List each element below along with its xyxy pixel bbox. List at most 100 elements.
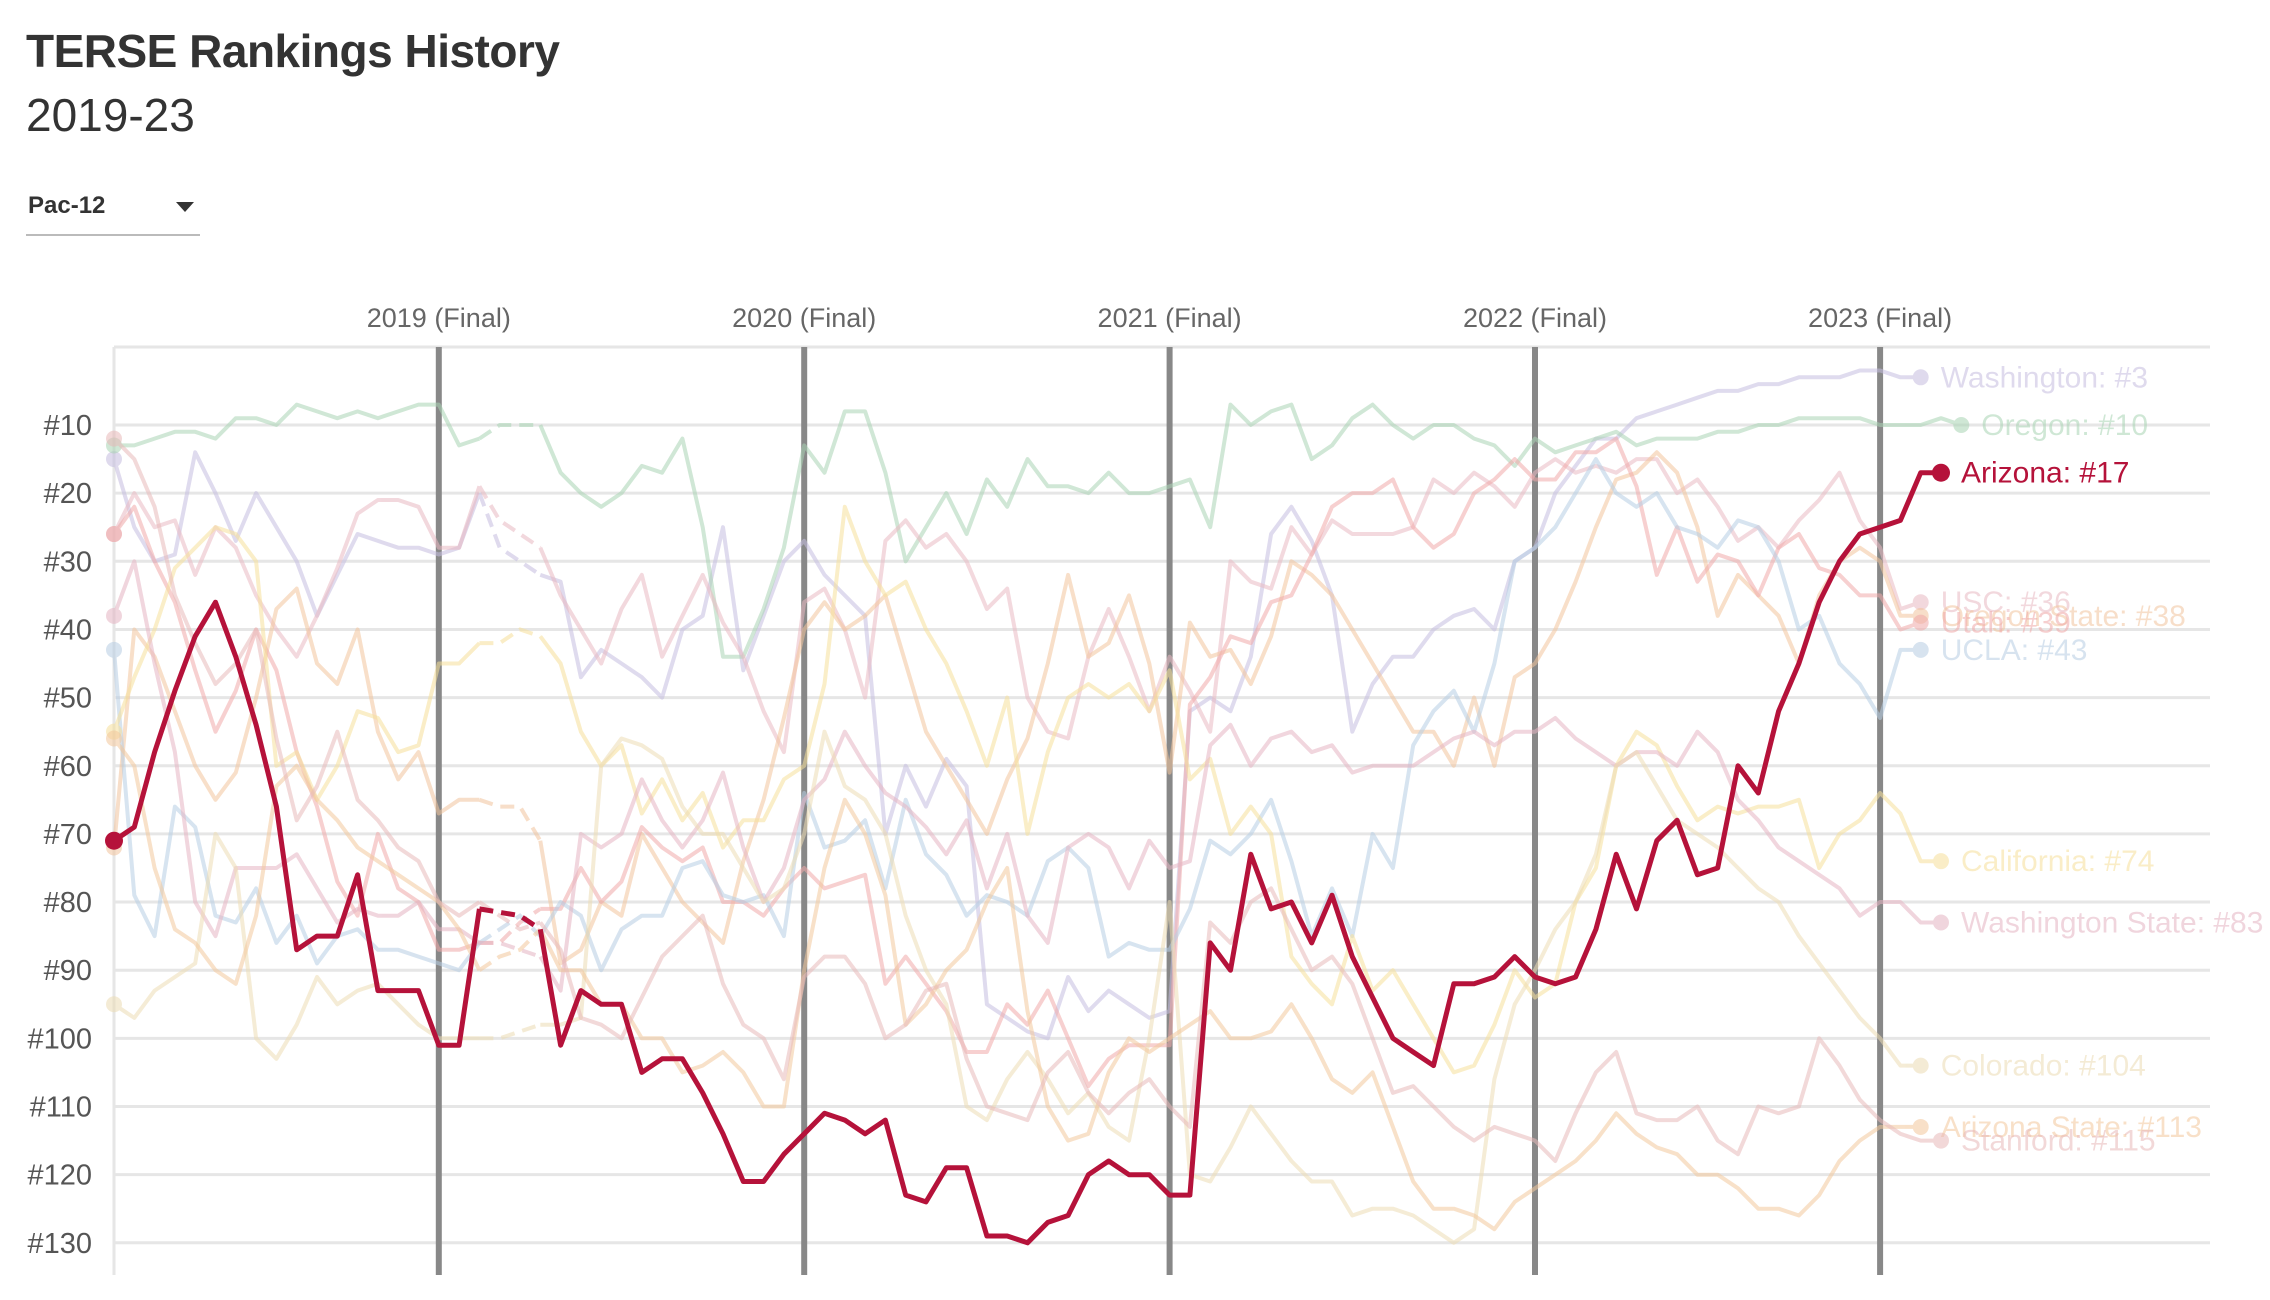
series-end-point xyxy=(1953,417,1970,433)
y-tick-label: #50 xyxy=(44,683,92,715)
series-end-point xyxy=(1912,369,1929,386)
series-end-point xyxy=(1912,594,1929,611)
series-line-dashed xyxy=(478,913,542,945)
y-tick-label: #120 xyxy=(27,1160,92,1192)
y-tick-label: #100 xyxy=(27,1023,92,1055)
series-line-dashed xyxy=(479,627,541,646)
series-end-label: USC: #36 xyxy=(1941,586,2071,619)
series-line xyxy=(112,485,482,659)
series-line xyxy=(112,737,482,986)
series-start-point xyxy=(106,451,122,468)
series-stanford: Stanford: #115 xyxy=(106,430,2156,1163)
series-start-point xyxy=(106,641,122,658)
y-tick-label: #20 xyxy=(44,478,92,510)
series-line xyxy=(112,586,480,848)
series-ucla: UCLA: #43 xyxy=(106,457,2088,973)
series-end-label: Stanford: #115 xyxy=(1961,1125,2156,1158)
series-line-dashed xyxy=(479,1022,541,1041)
series-start-point xyxy=(106,526,122,543)
series-line xyxy=(538,504,1941,1075)
series-line xyxy=(112,450,482,618)
series-usc: USC: #36 xyxy=(106,457,2071,755)
series-end-label: Utah: #39 xyxy=(1941,607,2071,640)
series-arizona-state: Arizona State: #113 xyxy=(106,730,2202,1232)
conference-select-value: Pac-12 xyxy=(28,192,106,219)
y-tick-label: #60 xyxy=(44,751,92,783)
series-end-label: Oregon State: #38 xyxy=(1941,600,2186,633)
season-label: 2021 (Final) xyxy=(1098,303,1242,333)
season-label: 2022 (Final) xyxy=(1463,303,1607,333)
series-start-point xyxy=(106,996,122,1013)
series-line xyxy=(112,559,481,945)
series-end-point xyxy=(1912,641,1929,658)
season-label: 2020 (Final) xyxy=(732,303,876,333)
series-end-label: Colorado: #104 xyxy=(1941,1050,2146,1083)
series-line xyxy=(538,450,1921,966)
series-line xyxy=(112,599,482,1048)
series-line xyxy=(537,470,1941,1246)
series-line xyxy=(538,457,1921,973)
series-end-point xyxy=(1933,1132,1949,1149)
series-line xyxy=(540,436,1922,1089)
series-line xyxy=(538,797,1921,1232)
series-colorado: Colorado: #104 xyxy=(106,729,2146,1245)
season-label: 2019 (Final) xyxy=(367,303,511,333)
series-end-point xyxy=(1933,914,1949,931)
series-line xyxy=(112,649,482,973)
chart-title: TERSE Rankings History xyxy=(26,25,560,77)
series-line-dashed xyxy=(478,797,543,842)
chevron-down-icon xyxy=(176,202,194,212)
series-end-point xyxy=(1932,463,1950,482)
series-line-dashed xyxy=(477,485,542,550)
y-tick-label: #30 xyxy=(44,546,92,578)
series-end-point xyxy=(1912,1057,1929,1074)
series-line-dashed xyxy=(478,423,541,441)
series-oregon-state: Oregon State: #38 xyxy=(106,450,2186,966)
series-line xyxy=(112,437,481,918)
series-line xyxy=(112,525,481,802)
series-end-label: Arizona State: #113 xyxy=(1941,1111,2202,1144)
y-tick-label: #110 xyxy=(30,1092,92,1124)
season-label: 2023 (Final) xyxy=(1808,303,1952,333)
series-washington-state: Washington State: #83 xyxy=(106,559,2263,993)
series-start-point xyxy=(105,831,123,850)
conference-select[interactable]: Pac-12 xyxy=(26,188,200,236)
series-line xyxy=(112,831,480,1061)
series-end-label: Arizona: #17 xyxy=(1961,457,2129,490)
series-end-label: Washington State: #83 xyxy=(1961,906,2263,939)
series-end-label: Washington: #3 xyxy=(1941,361,2148,394)
y-tick-label: #10 xyxy=(44,410,92,442)
series-oregon: Oregon: #10 xyxy=(106,402,2148,659)
series-line xyxy=(538,886,1941,1163)
y-tick-label: #80 xyxy=(44,887,92,919)
series-start-point xyxy=(106,607,122,624)
series-start-point xyxy=(106,430,122,447)
series-line xyxy=(539,368,1921,1041)
series-line xyxy=(538,402,1962,659)
series-california: California: #74 xyxy=(106,504,2154,1075)
series-end-point xyxy=(1912,614,1929,631)
series-line-dashed xyxy=(479,940,541,959)
series-washington: Washington: #3 xyxy=(106,361,2148,1041)
series-line-dashed xyxy=(478,927,542,972)
y-tick-label: #40 xyxy=(44,614,92,646)
series-end-label: UCLA: #43 xyxy=(1941,634,2088,667)
series-line xyxy=(540,729,1921,1245)
series-start-point xyxy=(106,730,122,747)
series-line-dashed xyxy=(477,492,542,577)
y-tick-label: #130 xyxy=(27,1228,92,1260)
y-tick-label: #90 xyxy=(44,955,92,987)
series-line-dashed xyxy=(478,906,542,932)
series-end-label: California: #74 xyxy=(1961,845,2154,878)
series-end-point xyxy=(1912,1118,1929,1135)
chart-subtitle: 2019-23 xyxy=(26,89,195,141)
series-line xyxy=(538,457,1922,755)
series-line xyxy=(538,716,1941,993)
series-end-label: Oregon: #10 xyxy=(1981,409,2148,442)
y-tick-label: #70 xyxy=(44,819,92,851)
series-end-point xyxy=(1933,853,1949,870)
series-arizona: Arizona: #17 xyxy=(105,457,2129,1246)
series-line xyxy=(114,402,481,448)
